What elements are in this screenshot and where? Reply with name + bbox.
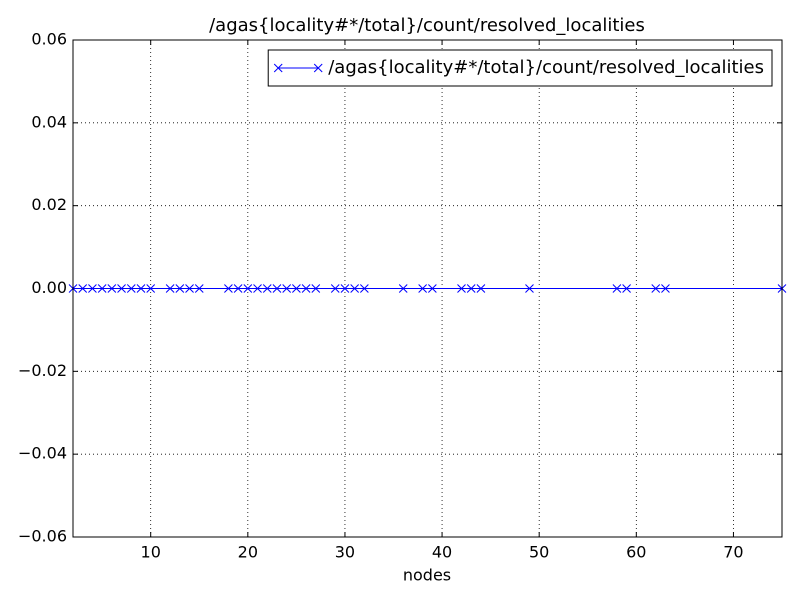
legend-box [267,49,773,87]
data-point [146,284,156,293]
data-point [126,284,136,293]
data-point [107,284,117,293]
x-axis-label: nodes [403,566,451,585]
x-tick-label: 10 [141,543,161,562]
x-tick-label: 30 [335,543,355,562]
data-point [165,284,175,293]
x-tick-label: 50 [529,543,549,562]
data-point [97,284,107,293]
data-point [78,284,88,293]
data-point [398,284,408,293]
x-tick-label: 70 [723,543,743,562]
y-tick-label: −0.04 [18,444,67,463]
data-point [233,284,243,293]
y-tick-label: 0.06 [31,30,67,49]
data-point [330,284,340,293]
data-point [457,284,466,293]
data-point [612,284,622,293]
data-point [301,284,311,293]
data-point [360,284,369,293]
data-point [661,284,670,293]
data-point [476,284,486,293]
data-point [272,284,282,293]
legend-label: /agas{locality#*/total}/count/resolved_l… [328,57,764,78]
data-point [340,284,350,293]
data-point [525,284,534,293]
data-point [253,284,262,293]
data-point [224,284,233,293]
data-point [194,284,204,293]
data-point [185,284,194,293]
data-point [428,284,437,293]
data-point [136,284,146,293]
y-tick-label: 0.02 [31,195,67,214]
data-point [243,284,253,293]
plot-frame [72,39,783,538]
y-tick-label: 0.00 [31,278,67,297]
x-tick-label: 20 [238,543,258,562]
data-point [88,284,97,293]
data-point [311,284,321,293]
data-point [282,284,292,293]
legend: /agas{locality#*/total}/count/resolved_l… [267,49,773,87]
data-point [350,284,360,293]
data-point [117,284,126,293]
legend-marker [273,63,323,73]
data-point [175,284,185,293]
data-point [466,284,476,293]
y-tick-label: −0.02 [18,361,67,380]
y-tick-label: −0.06 [18,527,67,546]
data-point [418,284,427,293]
x-tick-label: 40 [432,543,452,562]
y-tick-label: 0.04 [31,112,67,131]
data-point [651,284,661,293]
data-point [262,284,272,293]
data-point [622,284,631,293]
chart-title: /agas{locality#*/total}/count/resolved_l… [209,15,645,36]
x-tick-label: 60 [626,543,646,562]
data-point [292,284,301,293]
